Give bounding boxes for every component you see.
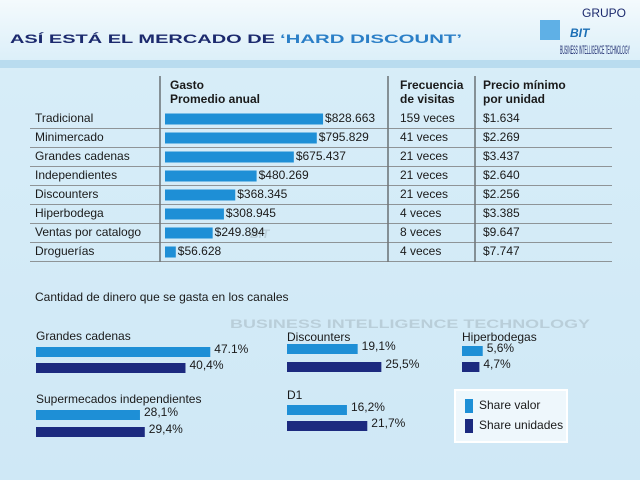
value-label: $675.437 bbox=[296, 149, 346, 163]
value-label: $480.269 bbox=[259, 168, 309, 182]
value-label: 25,5% bbox=[385, 357, 419, 371]
legend-label: Share unidades bbox=[479, 418, 563, 432]
cell: 21 veces bbox=[400, 149, 448, 163]
cell: 8 veces bbox=[400, 225, 441, 239]
value-label: 16,2% bbox=[351, 400, 385, 414]
column-header: de visitas bbox=[400, 92, 455, 106]
bar bbox=[462, 362, 480, 372]
value-label: 4,7% bbox=[483, 357, 511, 371]
cell: 4 veces bbox=[400, 206, 441, 220]
group-label: Hiperbodegas bbox=[462, 330, 537, 344]
row-label: Droguerías bbox=[35, 244, 94, 258]
row-label: Tradicional bbox=[35, 111, 93, 125]
cell: $3.437 bbox=[483, 149, 520, 163]
group-label: Discounters bbox=[287, 330, 350, 344]
bar bbox=[287, 344, 358, 354]
value-label: 28,1% bbox=[144, 405, 178, 419]
row-label: Minimercado bbox=[35, 130, 104, 144]
cell: 4 veces bbox=[400, 244, 441, 258]
header-band bbox=[0, 60, 640, 68]
value-label: $56.628 bbox=[178, 244, 222, 258]
cell: $9.647 bbox=[483, 225, 520, 239]
bar bbox=[165, 246, 176, 258]
group-label: Supermecados independientes bbox=[36, 392, 201, 406]
watermark-tagline: BUSINESS INTELLIGENCE TECHNOLOGY bbox=[230, 317, 590, 331]
logo-group: GRUPO bbox=[582, 6, 626, 20]
bar bbox=[165, 113, 324, 125]
value-label: $368.345 bbox=[237, 187, 287, 201]
cell: 41 veces bbox=[400, 130, 448, 144]
watermark-name: BIT bbox=[250, 227, 271, 241]
section-title: Cantidad de dinero que se gasta en los c… bbox=[35, 290, 289, 304]
bar bbox=[36, 347, 211, 357]
row-label: Discounters bbox=[35, 187, 98, 201]
bar bbox=[165, 189, 236, 201]
value-label: 21,7% bbox=[371, 416, 405, 430]
bar bbox=[36, 410, 140, 420]
value-label: $249.894 bbox=[215, 225, 265, 239]
group-label: D1 bbox=[287, 388, 303, 402]
value-label: $828.663 bbox=[325, 111, 375, 125]
legend-label: Share valor bbox=[479, 398, 540, 412]
bar bbox=[165, 208, 224, 220]
row-label: Ventas por catalogo bbox=[35, 225, 141, 239]
bar bbox=[462, 346, 483, 356]
bar bbox=[165, 151, 294, 163]
cell: 159 veces bbox=[400, 111, 455, 125]
bar bbox=[287, 362, 382, 372]
cell: 21 veces bbox=[400, 168, 448, 182]
column-header: Precio mínimo bbox=[483, 78, 566, 92]
cell: $1.634 bbox=[483, 111, 520, 125]
cell: $2.269 bbox=[483, 130, 520, 144]
bar bbox=[165, 170, 257, 182]
cell: 21 veces bbox=[400, 187, 448, 201]
column-header: por unidad bbox=[483, 92, 545, 106]
cell: $3.385 bbox=[483, 206, 520, 220]
bar bbox=[287, 421, 368, 431]
legend-box bbox=[454, 389, 568, 443]
legend-swatch bbox=[465, 419, 473, 433]
bar bbox=[36, 363, 186, 373]
value-label: 5,6% bbox=[487, 341, 515, 355]
bar bbox=[165, 132, 317, 144]
logo-cube-face bbox=[540, 20, 560, 40]
legend-swatch bbox=[465, 399, 473, 413]
bar bbox=[165, 227, 213, 239]
logo: GRUPO BIT BUSINESS INTELLIGENCE TECHNOLO… bbox=[540, 6, 630, 57]
column-header: Gasto bbox=[170, 78, 204, 92]
title-part: ASÍ ESTÁ EL MERCADO DE bbox=[10, 31, 275, 46]
bar bbox=[287, 405, 347, 415]
column-header: Promedio anual bbox=[170, 92, 260, 106]
value-label: 40,4% bbox=[189, 358, 223, 372]
logo-tagline: BUSINESS INTELLIGENCE TECHNOLOGY bbox=[560, 43, 630, 57]
bar bbox=[36, 427, 145, 437]
title-part: ‘HARD DISCOUNT’ bbox=[280, 32, 462, 46]
cell: $7.747 bbox=[483, 244, 520, 258]
column-header: Frecuencia bbox=[400, 78, 464, 92]
row-label: Hiperbodega bbox=[35, 206, 104, 220]
group-label: Grandes cadenas bbox=[36, 329, 131, 343]
value-label: 29,4% bbox=[149, 422, 183, 436]
value-label: $795.829 bbox=[319, 130, 369, 144]
cell: $2.640 bbox=[483, 168, 520, 182]
row-label: Grandes cadenas bbox=[35, 149, 130, 163]
value-label: $308.945 bbox=[226, 206, 276, 220]
logo-name: BIT bbox=[570, 26, 591, 40]
value-label: 19,1% bbox=[362, 339, 396, 353]
row-label: Independientes bbox=[35, 168, 117, 182]
watermark: BIT BUSINESS INTELLIGENCE TECHNOLOGY bbox=[230, 227, 590, 331]
cell: $2.256 bbox=[483, 187, 520, 201]
value-label: 47.1% bbox=[214, 342, 248, 356]
